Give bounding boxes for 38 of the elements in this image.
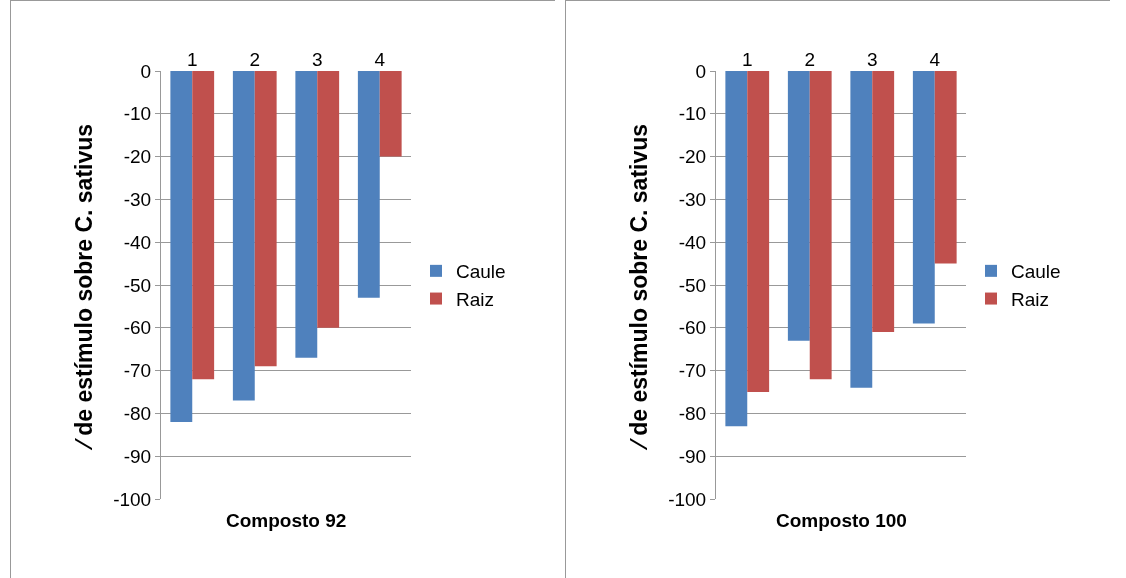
y-tick-label: -50: [678, 274, 707, 296]
y-tick-label: -90: [123, 445, 152, 467]
y-axis-title: ⁄ de estímulo sobre C. sativus: [70, 123, 97, 452]
y-tick-label: -70: [678, 360, 707, 382]
y-tick-label: -20: [678, 146, 707, 168]
y-tick-label: 0: [695, 60, 707, 82]
y-tick-label: -10: [678, 103, 707, 125]
y-tick-label: -30: [678, 189, 707, 211]
legend-label: Caule: [1011, 261, 1061, 283]
legend-label: Caule: [456, 261, 506, 283]
y-axis-title: ⁄ de estímulo sobre C. sativus: [625, 123, 652, 452]
y-tick-label: -100: [668, 488, 707, 510]
y-tick-label: -40: [678, 231, 707, 253]
x-tick-label: 1: [741, 49, 753, 71]
y-tick-label: -60: [678, 317, 707, 339]
y-tick-label: 0: [140, 60, 152, 82]
x-axis-title: Composto 100: [776, 510, 907, 531]
x-tick-label: 3: [311, 49, 323, 71]
y-tick-label: -20: [123, 146, 152, 168]
legend-label: Raiz: [456, 288, 495, 310]
legend-label: Raiz: [1011, 288, 1050, 310]
y-tick-label: -90: [678, 445, 707, 467]
x-tick-label: 3: [866, 49, 878, 71]
x-tick-label: 1: [186, 49, 198, 71]
y-tick-label: -60: [123, 317, 152, 339]
y-tick-label: -100: [113, 488, 152, 510]
y-tick-label: -40: [123, 231, 152, 253]
x-tick-label: 2: [804, 49, 816, 71]
y-tick-label: -70: [123, 360, 152, 382]
y-tick-label: -50: [123, 274, 152, 296]
y-tick-label: -10: [123, 103, 152, 125]
y-tick-label: -80: [123, 403, 152, 425]
x-tick-label: 4: [929, 49, 941, 71]
x-tick-label: 4: [374, 49, 386, 71]
y-tick-label: -80: [678, 403, 707, 425]
y-tick-label: -30: [123, 189, 152, 211]
x-axis-title: Composto 92: [226, 510, 347, 531]
x-tick-label: 2: [249, 49, 261, 71]
